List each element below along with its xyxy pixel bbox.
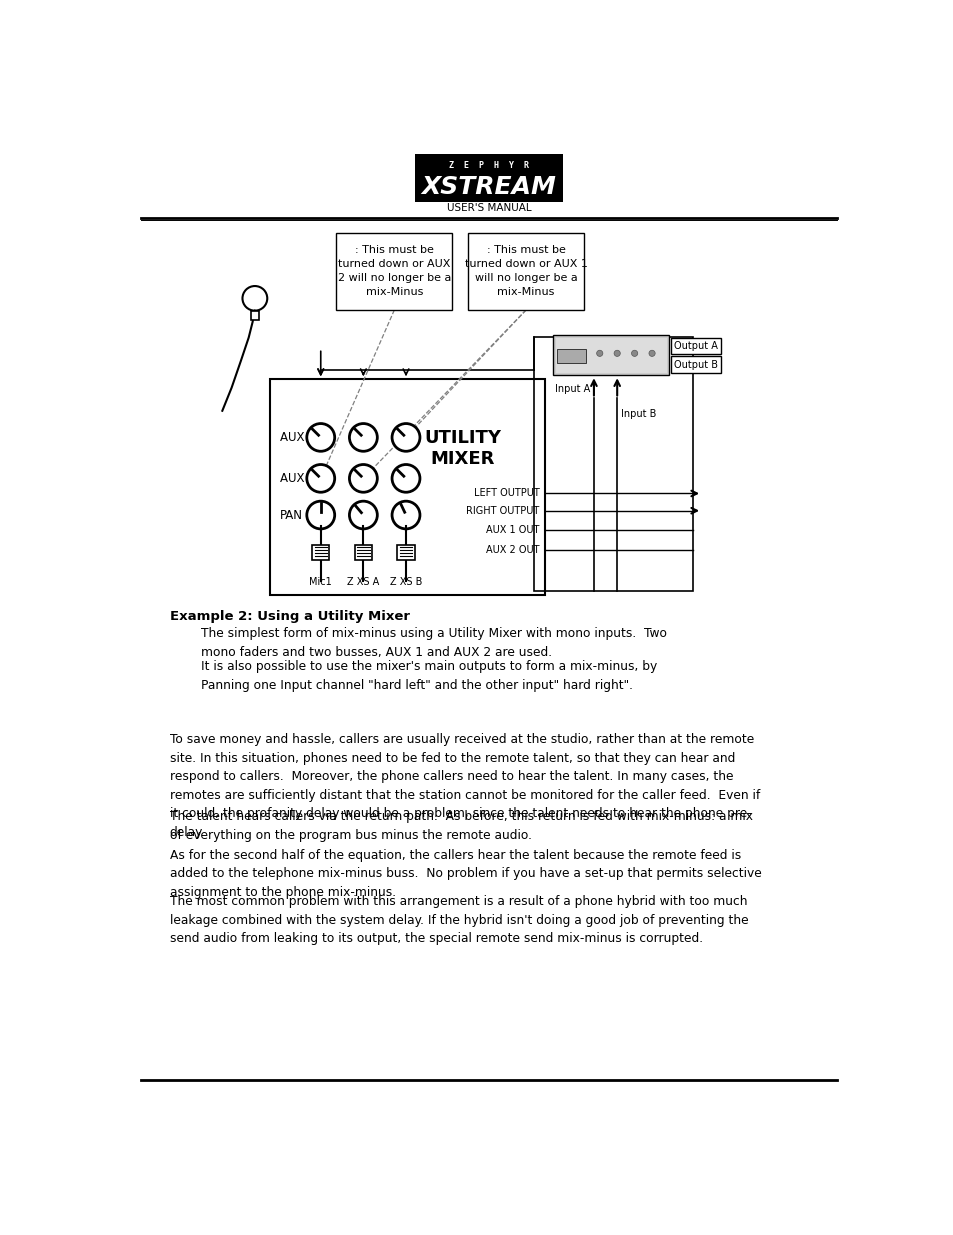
Text: USER'S MANUAL: USER'S MANUAL (446, 204, 531, 214)
Circle shape (349, 424, 377, 451)
Text: As for the second half of the equation, the callers hear the talent because the : As for the second half of the equation, … (170, 848, 760, 899)
Text: It is also possible to use the mixer's main outputs to form a mix-minus, by
    : It is also possible to use the mixer's m… (170, 661, 657, 692)
Text: Output A: Output A (674, 341, 718, 351)
Text: PAN: PAN (279, 509, 302, 521)
Text: LEFT OUTPUT: LEFT OUTPUT (473, 489, 538, 499)
Bar (251, 311, 258, 320)
Circle shape (614, 351, 619, 357)
Circle shape (307, 464, 335, 493)
Bar (270, 379, 545, 595)
Text: Z XS B: Z XS B (390, 577, 422, 587)
Text: : This must be
turned down or AUX
2 will no longer be a
mix-Minus: : This must be turned down or AUX 2 will… (337, 246, 451, 298)
Circle shape (307, 424, 335, 451)
Bar (670, 337, 720, 353)
Circle shape (596, 351, 602, 357)
Text: UTILITY
MIXER: UTILITY MIXER (424, 429, 501, 468)
Text: XSTREAM: XSTREAM (421, 175, 556, 200)
Text: Example 2: Using a Utility Mixer: Example 2: Using a Utility Mixer (170, 610, 409, 624)
Circle shape (307, 501, 335, 529)
Text: AUX 1: AUX 1 (279, 431, 315, 443)
Circle shape (242, 287, 267, 311)
Bar (555, 337, 666, 373)
Text: Output B: Output B (674, 359, 718, 369)
Text: RIGHT OUTPUT: RIGHT OUTPUT (466, 505, 538, 516)
Bar (415, 154, 562, 203)
Bar (312, 545, 329, 561)
Bar (355, 545, 372, 561)
Circle shape (392, 501, 419, 529)
Text: AUX 2: AUX 2 (279, 472, 315, 485)
Text: AUX 1 OUT: AUX 1 OUT (485, 525, 538, 535)
Text: Z XS A: Z XS A (347, 577, 379, 587)
Text: Input B: Input B (620, 409, 656, 419)
Text: Mic1: Mic1 (309, 577, 332, 587)
Circle shape (648, 351, 655, 357)
Circle shape (349, 464, 377, 493)
Text: Input A: Input A (555, 384, 590, 394)
Bar (553, 336, 669, 375)
Text: The talent hears callers via the return path.  As before, this return is fed wit: The talent hears callers via the return … (170, 810, 752, 842)
Text: : This must be
turned down or AUX 1
will no longer be a
mix-Minus: : This must be turned down or AUX 1 will… (464, 246, 587, 298)
Circle shape (392, 464, 419, 493)
Text: Z  E  P  H  Y  R: Z E P H Y R (449, 161, 528, 169)
Text: AUX 2 OUT: AUX 2 OUT (485, 545, 538, 555)
Text: To save money and hassle, callers are usually received at the studio, rather tha: To save money and hassle, callers are us… (170, 734, 760, 839)
Text: The most common problem with this arrangement is a result of a phone hybrid with: The most common problem with this arrang… (170, 895, 747, 945)
Circle shape (392, 424, 419, 451)
Text: The simplest form of mix-minus using a Utility Mixer with mono inputs.  Two
    : The simplest form of mix-minus using a U… (170, 627, 666, 658)
Bar (534, 337, 692, 592)
Circle shape (349, 501, 377, 529)
Bar (468, 233, 583, 310)
Bar (557, 350, 585, 363)
Bar (397, 545, 415, 561)
Bar (670, 356, 720, 373)
Bar (335, 233, 452, 310)
Circle shape (631, 351, 637, 357)
